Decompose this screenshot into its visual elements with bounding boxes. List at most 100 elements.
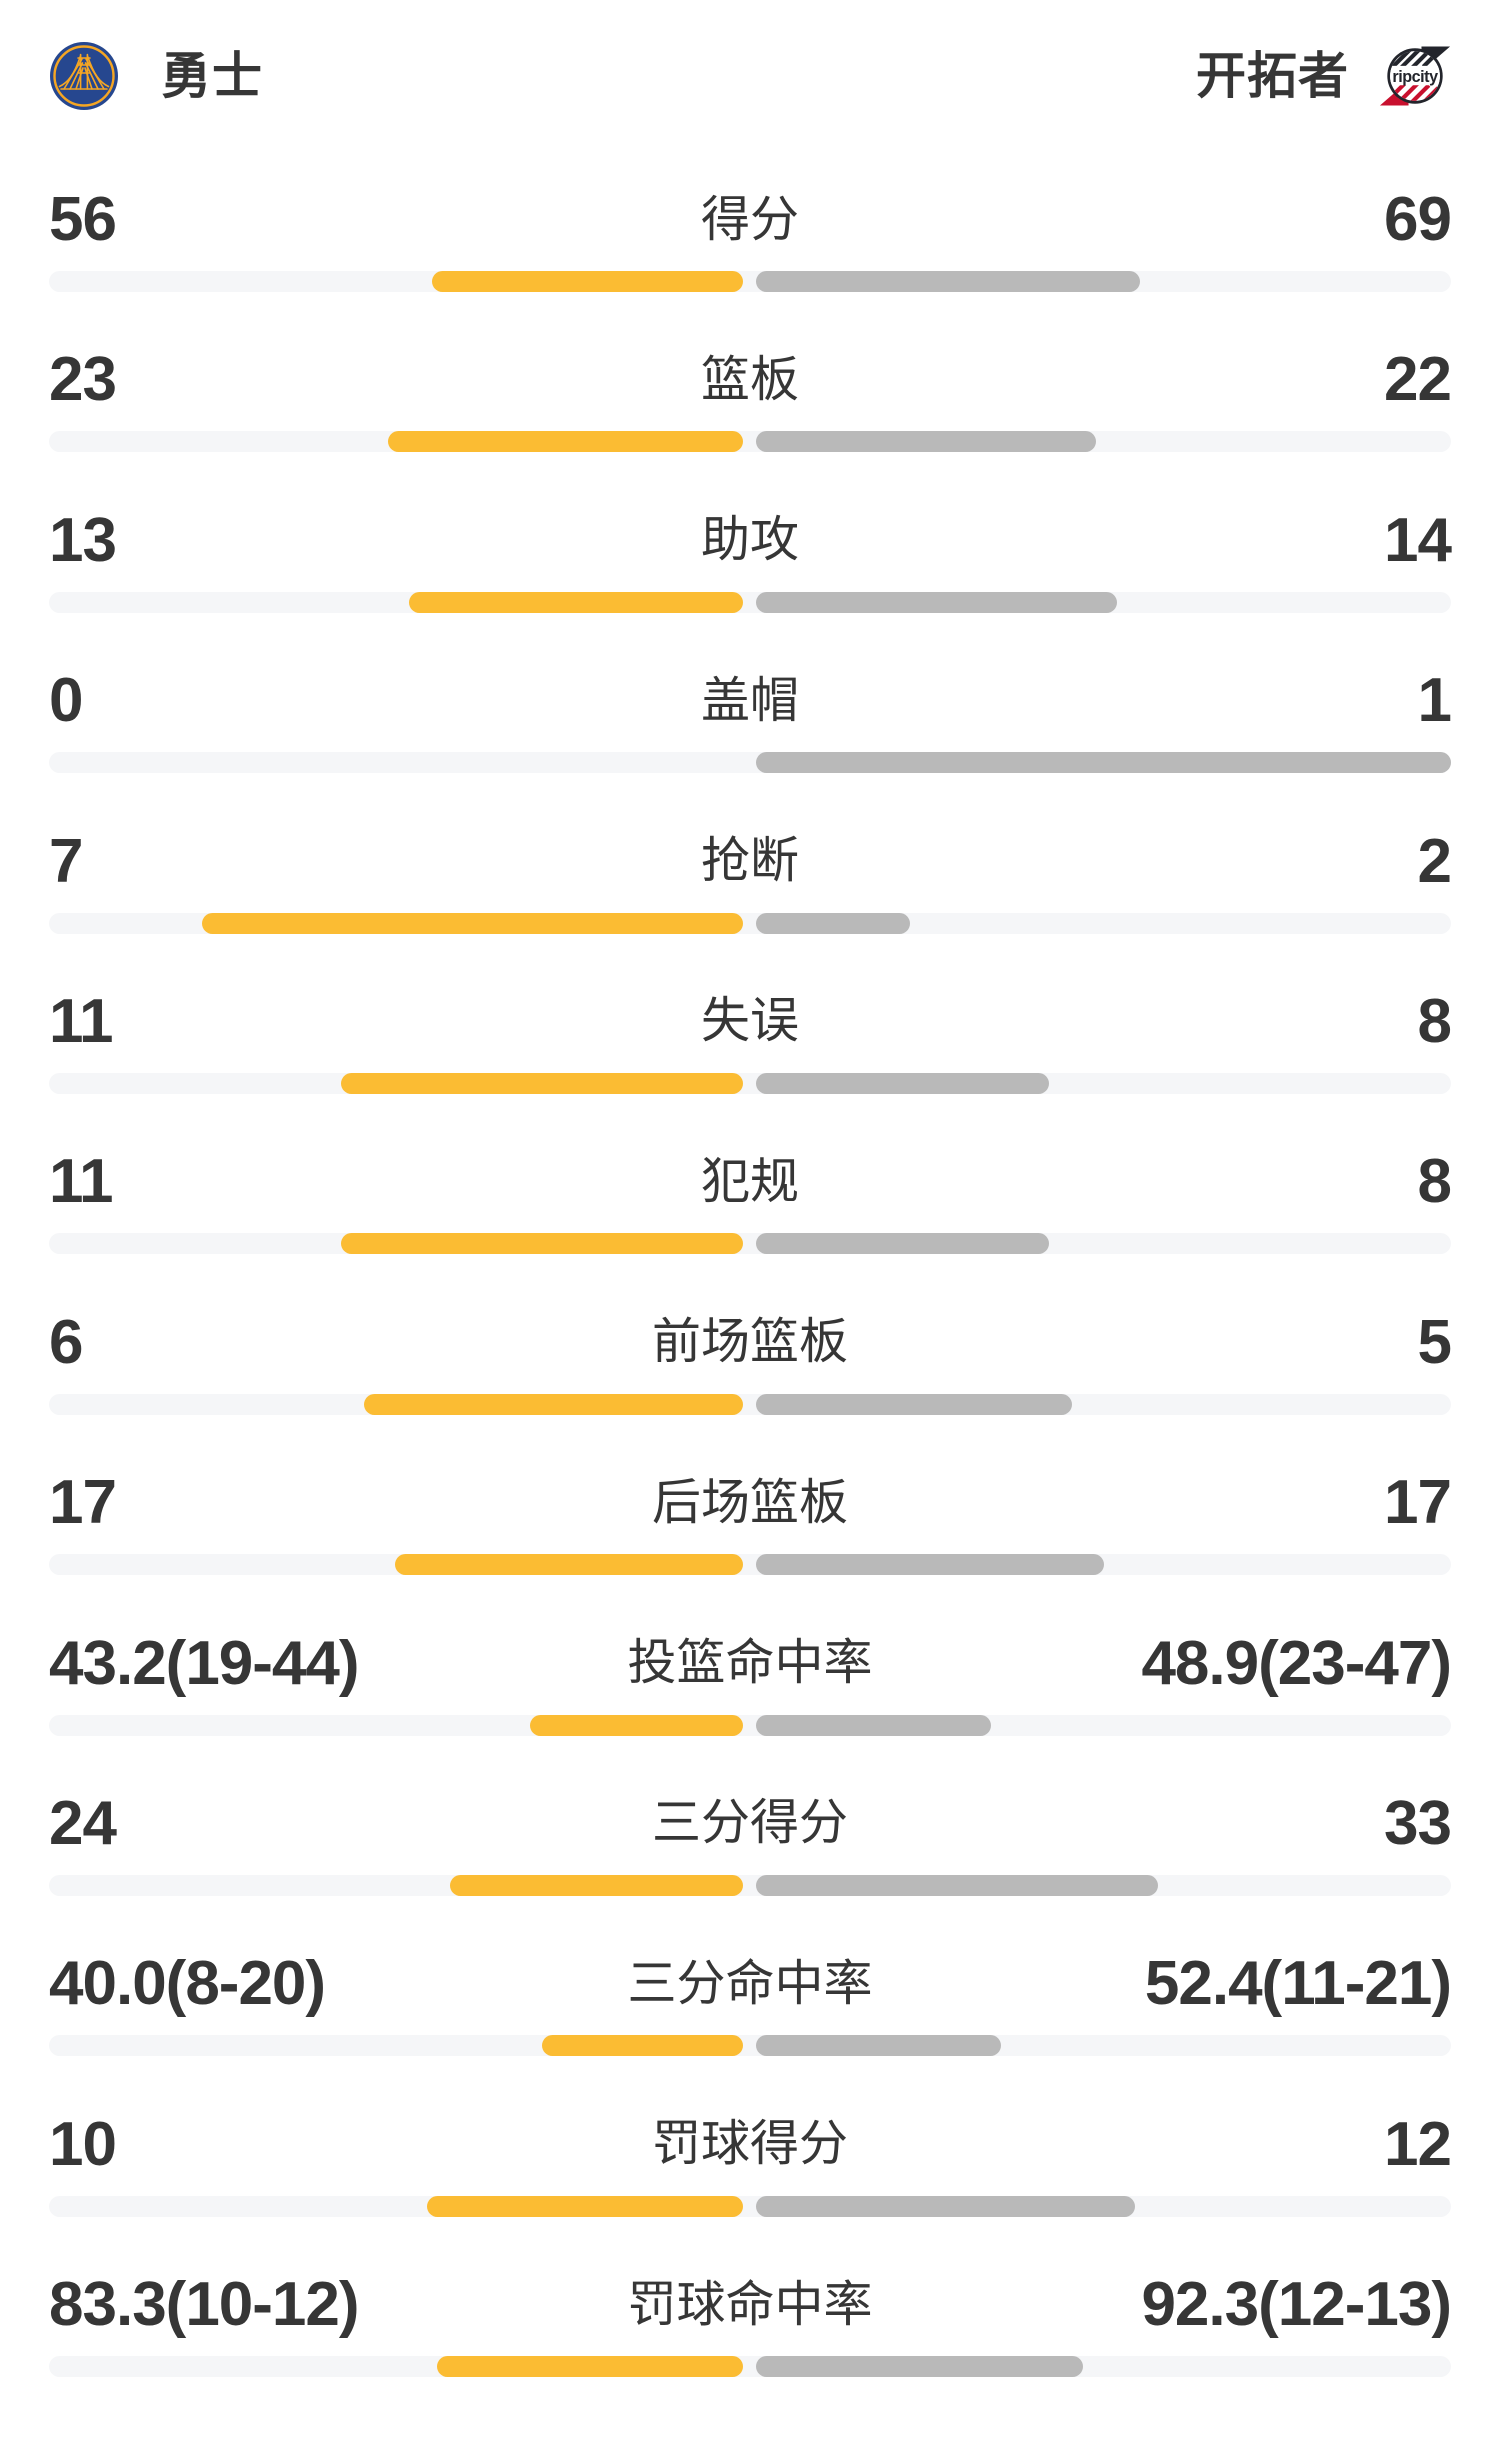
stat-bar-track: [49, 271, 1451, 292]
home-team-name: 勇士: [161, 48, 263, 104]
stat-values-line: 13 助攻 14: [49, 505, 1452, 575]
stat-row: 23 篮板 22: [49, 300, 1452, 460]
home-stat-value: 11: [49, 1147, 114, 1217]
away-stat-value: 12: [1384, 2109, 1452, 2179]
home-stat-value: 56: [49, 185, 117, 254]
stat-label: 罚球命中率: [627, 2277, 873, 2332]
away-stat-bar: [756, 2195, 1135, 2217]
home-stat-value: 7: [49, 826, 83, 896]
stat-bar-track: [49, 1554, 1451, 1576]
stat-values-line: 23 篮板 22: [49, 345, 1452, 415]
home-stat-value: 11: [49, 986, 114, 1056]
away-stat-bar: [756, 912, 910, 934]
teams-header: 勇士 开拓者: [49, 38, 1451, 114]
stat-bar-track: [49, 591, 1451, 613]
home-stat-value: 43.2(19-44): [49, 1628, 360, 1698]
stat-row: 6 前场篮板 5: [49, 1263, 1452, 1423]
away-stat-bar: [756, 752, 1451, 774]
stat-row: 13 助攻 14: [49, 461, 1452, 621]
stat-bar-track: [49, 752, 1451, 774]
home-stat-bar: [542, 2035, 743, 2057]
stat-label: 抢断: [700, 834, 800, 889]
stat-label: 前场篮板: [651, 1315, 849, 1370]
away-stat-bar: [756, 1714, 991, 1736]
stat-row: 0 盖帽 1: [49, 621, 1452, 781]
stat-label: 盖帽: [700, 673, 800, 728]
stat-label: 失误: [700, 994, 800, 1049]
stat-bar-track: [49, 2035, 1451, 2057]
team-away: 开拓者: [1196, 40, 1451, 112]
team-home: 勇士: [49, 41, 263, 111]
stat-values-line: 7 抢断 2: [49, 826, 1452, 896]
stat-label: 三分得分: [651, 1796, 849, 1851]
home-stat-value: 0: [49, 666, 83, 736]
home-stat-bar: [450, 1874, 743, 1896]
stat-bar-track: [49, 2356, 1451, 2378]
home-stat-value: 13: [49, 505, 117, 575]
home-stat-bar: [364, 1393, 743, 1415]
away-stat-value: 17: [1384, 1468, 1452, 1538]
away-stat-value: 5: [1417, 1307, 1452, 1377]
home-stat-value: 23: [49, 345, 117, 415]
stat-values-line: 43.2(19-44) 投篮命中率 48.9(23-47): [49, 1628, 1452, 1698]
stat-label: 得分: [700, 192, 800, 247]
stat-row: 11 犯规 8: [49, 1102, 1452, 1262]
away-stat-value: 92.3(12-13): [1141, 2270, 1452, 2340]
stat-bar-track: [49, 1874, 1451, 1896]
away-stat-bar: [756, 431, 1096, 453]
stat-bar-track: [49, 1233, 1451, 1255]
away-stat-bar: [756, 1072, 1049, 1094]
stat-label: 三分命中率: [627, 1956, 873, 2011]
away-stat-value: 33: [1384, 1788, 1452, 1858]
stat-label: 后场篮板: [651, 1475, 849, 1530]
home-stat-value: 10: [49, 2109, 117, 2179]
away-stat-value: 48.9(23-47): [1141, 1628, 1452, 1698]
stat-label: 犯规: [700, 1154, 800, 1209]
stat-bar-track: [49, 1393, 1451, 1415]
stat-label: 罚球得分: [651, 2117, 849, 2172]
stat-bar-track: [49, 431, 1451, 453]
away-stat-bar: [756, 1554, 1104, 1576]
stat-bar-track: [49, 1714, 1451, 1736]
away-stat-value: 22: [1384, 345, 1452, 415]
stat-values-line: 11 失误 8: [49, 986, 1452, 1056]
stat-row: 83.3(10-12) 罚球命中率 92.3(12-13): [49, 2225, 1452, 2385]
home-stat-bar: [341, 1233, 743, 1255]
home-stat-value: 6: [49, 1307, 83, 1377]
stat-values-line: 11 犯规 8: [49, 1147, 1452, 1217]
stat-values-line: 24 三分得分 33: [49, 1788, 1452, 1858]
away-stat-bar: [756, 591, 1117, 613]
home-stat-value: 40.0(8-20): [49, 1949, 326, 2019]
stat-label: 助攻: [700, 513, 800, 568]
away-stat-bar: [756, 1393, 1072, 1415]
stat-values-line: 10 罚球得分 12: [49, 2109, 1452, 2179]
away-stat-bar: [756, 2356, 1083, 2378]
away-stat-value: 2: [1417, 826, 1452, 896]
home-stat-bar: [395, 1554, 743, 1576]
match-stats-panel: 勇士 开拓者: [0, 38, 1500, 2385]
stat-row: 7 抢断 2: [49, 782, 1452, 942]
away-stat-value: 8: [1417, 986, 1452, 1056]
stat-values-line: 56 得分 69: [49, 185, 1452, 254]
home-stat-bar: [409, 591, 743, 613]
stat-label: 篮板: [700, 352, 800, 407]
stats-list: 56 得分 69 23 篮板 22 13 助攻 14: [49, 140, 1452, 2385]
home-stat-bar: [341, 1072, 743, 1094]
stat-row: 17 后场篮板 17: [49, 1423, 1452, 1583]
stat-bar-track: [49, 912, 1451, 934]
home-stat-value: 83.3(10-12): [49, 2270, 360, 2340]
away-stat-value: 1: [1417, 666, 1452, 736]
stat-bar-track: [49, 1072, 1451, 1094]
stat-values-line: 83.3(10-12) 罚球命中率 92.3(12-13): [49, 2270, 1452, 2340]
stat-values-line: 0 盖帽 1: [49, 666, 1452, 736]
stat-row: 10 罚球得分 12: [49, 2065, 1452, 2225]
warriors-logo-icon: [49, 41, 119, 111]
stat-values-line: 40.0(8-20) 三分命中率 52.4(11-21): [49, 1949, 1452, 2019]
svg-text:ripcity: ripcity: [1392, 68, 1438, 86]
home-stat-value: 17: [49, 1468, 117, 1538]
away-stat-value: 69: [1384, 185, 1452, 254]
home-stat-bar: [437, 2356, 743, 2378]
away-stat-value: 8: [1417, 1147, 1452, 1217]
stat-row: 24 三分得分 33: [49, 1744, 1452, 1904]
blazers-ripcity-logo-icon: ripcity: [1379, 40, 1451, 112]
